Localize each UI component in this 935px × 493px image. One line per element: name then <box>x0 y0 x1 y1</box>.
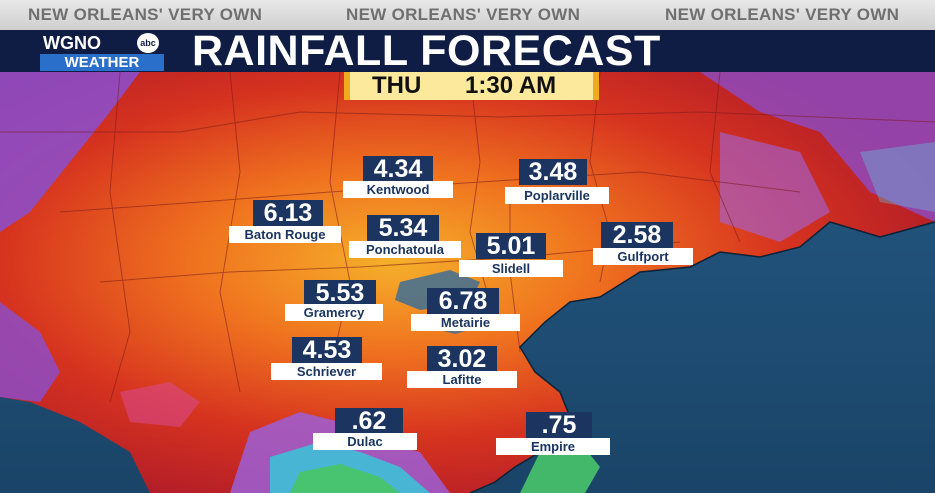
rainfall-value-slidell: 5.01 <box>476 233 546 259</box>
city-label-schriever: Schriever <box>271 363 382 380</box>
rainfall-value-gramercy: 5.53 <box>304 280 376 306</box>
time-day: THU <box>372 72 422 99</box>
logo-weather: WEATHER <box>40 54 164 71</box>
logo-station: WGNO <box>43 33 101 53</box>
banner-tagline: NEW ORLEANS' VERY OWN <box>346 5 581 24</box>
rainfall-value-lafitte: 3.02 <box>427 346 497 372</box>
page-title: RAINFALL FORECAST <box>192 27 661 75</box>
city-label-gramercy: Gramercy <box>285 304 383 321</box>
rainfall-value-empire: .75 <box>526 412 592 438</box>
top-banner: NEW ORLEANS' VERY OWN NEW ORLEANS' VERY … <box>0 0 935 30</box>
rainfall-value-metairie: 6.78 <box>427 288 499 314</box>
city-label-gulfport: Gulfport <box>593 248 693 265</box>
city-label-kentwood: Kentwood <box>343 181 453 198</box>
rainfall-value-poplarville: 3.48 <box>519 159 587 185</box>
rainfall-map <box>0 72 935 493</box>
city-label-empire: Empire <box>496 438 610 455</box>
city-label-dulac: Dulac <box>313 433 417 450</box>
rainfall-value-kentwood: 4.34 <box>363 156 433 182</box>
banner-tagline: NEW ORLEANS' VERY OWN <box>665 5 900 24</box>
rainfall-value-ponchatoula: 5.34 <box>367 215 439 241</box>
rainfall-value-gulfport: 2.58 <box>601 222 673 248</box>
time-clock: 1:30 AM <box>465 72 557 99</box>
banner-tagline: NEW ORLEANS' VERY OWN <box>28 5 263 24</box>
rainfall-value-dulac: .62 <box>335 408 403 434</box>
city-label-slidell: Slidell <box>459 260 563 277</box>
abc-network-icon: abc <box>137 33 159 53</box>
city-label-baton-rouge: Baton Rouge <box>229 226 341 243</box>
station-logo: WGNO abc WEATHER <box>40 33 164 71</box>
forecast-time: THU 1:30 AM <box>344 72 599 100</box>
rainfall-value-schriever: 4.53 <box>292 337 362 363</box>
city-label-poplarville: Poplarville <box>505 187 609 204</box>
city-label-ponchatoula: Ponchatoula <box>349 241 461 258</box>
rainfall-value-baton-rouge: 6.13 <box>253 200 323 226</box>
city-label-lafitte: Lafitte <box>407 371 517 388</box>
city-label-metairie: Metairie <box>411 314 520 331</box>
